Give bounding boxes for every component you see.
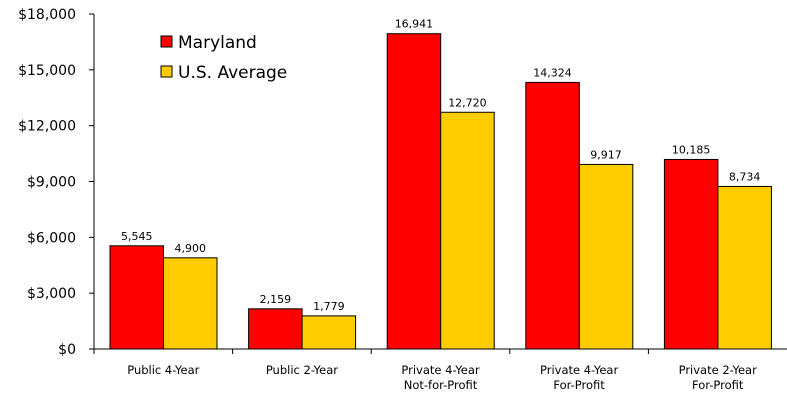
x-category-label: Public 2-Year <box>266 363 338 377</box>
legend-label-us-average: U.S. Average <box>178 63 287 83</box>
bar-us-average <box>301 315 357 350</box>
chart-bars <box>109 33 772 350</box>
y-tick-label: $12,000 <box>18 119 76 135</box>
bar-us-average <box>578 163 634 350</box>
data-label: 16,941 <box>395 18 434 31</box>
bar-us-average <box>163 257 218 350</box>
bar-us-average <box>717 185 772 350</box>
data-label: 1,779 <box>313 300 345 313</box>
bar-maryland <box>663 158 719 350</box>
data-label: 12,720 <box>448 96 487 109</box>
y-tick-label: $3,000 <box>27 286 76 302</box>
bar-us-average <box>440 111 495 350</box>
legend-label-maryland: Maryland <box>178 33 257 53</box>
chart-legend: Maryland U.S. Average <box>160 33 287 83</box>
data-label: 5,545 <box>121 230 153 243</box>
data-label: 4,900 <box>175 242 207 255</box>
x-category-label: Public 4-Year <box>127 363 199 377</box>
x-category-label: For-Profit <box>692 378 744 392</box>
x-category-label: Private 2-Year <box>679 363 757 377</box>
y-tick-label: $18,000 <box>18 7 76 23</box>
y-tick-label: $0 <box>58 342 76 358</box>
legend-swatch-maryland <box>160 35 173 48</box>
bar-maryland <box>525 81 580 350</box>
bar-maryland <box>248 308 303 350</box>
chart-axes: $0 $3,000 $6,000 $9,000 $12,000 $15,000 $18,00… <box>18 7 787 392</box>
data-label: 10,185 <box>672 143 711 156</box>
data-label: 9,917 <box>590 148 622 161</box>
legend-swatch-us-average <box>160 65 173 78</box>
y-tick-label: $15,000 <box>18 63 76 79</box>
x-category-label: Private 4-Year <box>401 363 479 377</box>
data-label: 14,324 <box>533 66 572 79</box>
bar-maryland <box>109 245 164 350</box>
chart-labels: 5,545 4,900 2,159 1,779 16,941 12,720 14,324 9,… <box>121 18 760 313</box>
y-tick-label: $6,000 <box>27 230 76 246</box>
x-category-label: Not-for-Profit <box>404 378 478 392</box>
bar-maryland <box>386 33 442 350</box>
x-category-label: For-Profit <box>553 378 605 392</box>
data-label: 2,159 <box>260 293 292 306</box>
y-tick-label: $9,000 <box>27 175 76 191</box>
data-label: 8,734 <box>729 170 761 183</box>
x-category-label: Private 4-Year <box>540 363 618 377</box>
